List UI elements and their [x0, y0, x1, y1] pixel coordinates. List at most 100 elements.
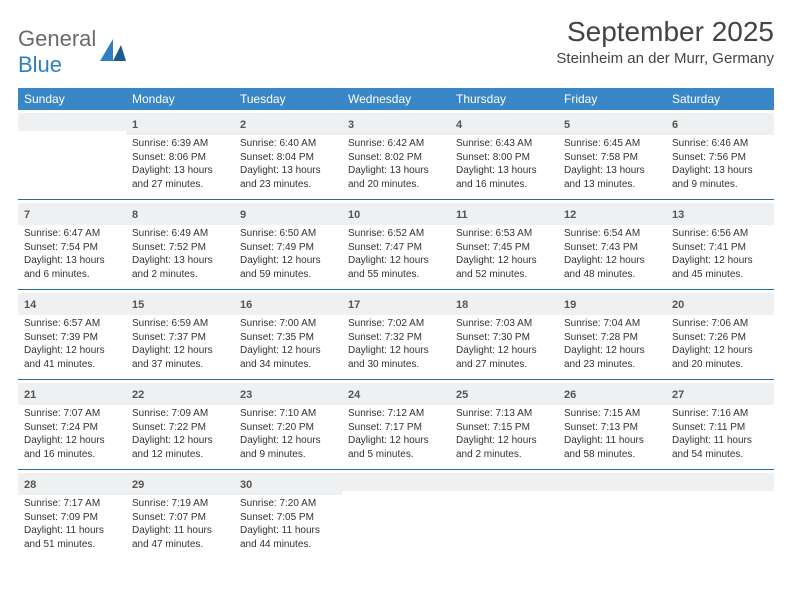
day-number: 2	[240, 119, 246, 131]
cell-details: Sunrise: 6:47 AMSunset: 7:54 PMDaylight:…	[24, 227, 120, 281]
day-number: 16	[240, 299, 252, 311]
cell-details: Sunrise: 6:45 AMSunset: 7:58 PMDaylight:…	[564, 137, 660, 191]
daylight-text: Daylight: 12 hours and 16 minutes.	[24, 434, 120, 461]
day-number: 19	[564, 299, 576, 311]
sunrise-text: Sunrise: 7:10 AM	[240, 407, 336, 421]
sunset-text: Sunset: 7:58 PM	[564, 151, 660, 165]
daylight-text: Daylight: 13 hours and 20 minutes.	[348, 164, 444, 191]
logo-text: General Blue	[18, 26, 96, 78]
calendar-cell: 18Sunrise: 7:03 AMSunset: 7:30 PMDayligh…	[450, 290, 558, 379]
cell-details: Sunrise: 7:17 AMSunset: 7:09 PMDaylight:…	[24, 497, 120, 551]
sunrise-text: Sunrise: 6:39 AM	[132, 137, 228, 151]
cell-details: Sunrise: 7:20 AMSunset: 7:05 PMDaylight:…	[240, 497, 336, 551]
daylight-text: Daylight: 11 hours and 44 minutes.	[240, 524, 336, 551]
calendar-cell: 15Sunrise: 6:59 AMSunset: 7:37 PMDayligh…	[126, 290, 234, 379]
day-number-row: 7	[18, 203, 126, 225]
title-block: September 2025 Steinheim an der Murr, Ge…	[556, 16, 774, 67]
sunset-text: Sunset: 7:47 PM	[348, 241, 444, 255]
day-number-row: 18	[450, 293, 558, 315]
sunrise-text: Sunrise: 7:17 AM	[24, 497, 120, 511]
sunset-text: Sunset: 8:06 PM	[132, 151, 228, 165]
day-number: 11	[456, 209, 468, 221]
day-number: 10	[348, 209, 360, 221]
sunset-text: Sunset: 7:32 PM	[348, 331, 444, 345]
calendar-cell	[342, 470, 450, 559]
cell-details: Sunrise: 6:50 AMSunset: 7:49 PMDaylight:…	[240, 227, 336, 281]
sunset-text: Sunset: 7:28 PM	[564, 331, 660, 345]
day-number: 26	[564, 389, 576, 401]
day-number-row: 10	[342, 203, 450, 225]
calendar-cell: 23Sunrise: 7:10 AMSunset: 7:20 PMDayligh…	[234, 380, 342, 469]
day-number: 30	[240, 479, 252, 491]
cell-details: Sunrise: 6:52 AMSunset: 7:47 PMDaylight:…	[348, 227, 444, 281]
day-header-wednesday: Wednesday	[342, 88, 450, 110]
day-number-row: 20	[666, 293, 774, 315]
calendar-cell: 28 Sunrise: 7:17 AMSunset: 7:09 PMDayligh…	[18, 470, 126, 559]
daylight-text: Daylight: 12 hours and 55 minutes.	[348, 254, 444, 281]
cell-details: Sunrise: 7:16 AMSunset: 7:11 PMDaylight:…	[672, 407, 768, 461]
calendar-cell: 6Sunrise: 6:46 AMSunset: 7:56 PMDaylight…	[666, 110, 774, 199]
sunrise-text: Sunrise: 6:57 AM	[24, 317, 120, 331]
cell-details: Sunrise: 7:09 AMSunset: 7:22 PMDaylight:…	[132, 407, 228, 461]
daylight-text: Daylight: 13 hours and 6 minutes.	[24, 254, 120, 281]
daylight-text: Daylight: 11 hours and 58 minutes.	[564, 434, 660, 461]
sunset-text: Sunset: 7:54 PM	[24, 241, 120, 255]
sunrise-text: Sunrise: 7:16 AM	[672, 407, 768, 421]
day-number: 20	[672, 299, 684, 311]
daylight-text: Daylight: 13 hours and 9 minutes.	[672, 164, 768, 191]
daylight-text: Daylight: 13 hours and 13 minutes.	[564, 164, 660, 191]
calendar-cell: 16Sunrise: 7:00 AMSunset: 7:35 PMDayligh…	[234, 290, 342, 379]
sunset-text: Sunset: 7:37 PM	[132, 331, 228, 345]
sunset-text: Sunset: 7:05 PM	[240, 511, 336, 525]
daylight-text: Daylight: 12 hours and 59 minutes.	[240, 254, 336, 281]
day-number-row: 29	[126, 473, 234, 495]
sunset-text: Sunset: 7:11 PM	[672, 421, 768, 435]
cell-details: Sunrise: 6:54 AMSunset: 7:43 PMDaylight:…	[564, 227, 660, 281]
day-number-row	[558, 473, 666, 491]
sunrise-text: Sunrise: 7:15 AM	[564, 407, 660, 421]
day-number: 9	[240, 209, 246, 221]
day-number: 3	[348, 119, 354, 131]
day-number-row	[666, 473, 774, 491]
sunrise-text: Sunrise: 7:06 AM	[672, 317, 768, 331]
day-number-row: 22	[126, 383, 234, 405]
sunrise-text: Sunrise: 7:12 AM	[348, 407, 444, 421]
calendar-cell: 2 Sunrise: 6:40 AMSunset: 8:04 PMDaylight…	[234, 110, 342, 199]
calendar-cell: 13Sunrise: 6:56 AMSunset: 7:41 PMDayligh…	[666, 200, 774, 289]
calendar-week: 28 Sunrise: 7:17 AMSunset: 7:09 PMDayligh…	[18, 469, 774, 559]
day-number-row	[342, 473, 450, 491]
day-number-row: 13	[666, 203, 774, 225]
cell-details: Sunrise: 6:49 AMSunset: 7:52 PMDaylight:…	[132, 227, 228, 281]
cell-details: Sunrise: 6:43 AMSunset: 8:00 PMDaylight:…	[456, 137, 552, 191]
day-number-row: 5	[558, 113, 666, 135]
day-number: 18	[456, 299, 468, 311]
sunset-text: Sunset: 7:24 PM	[24, 421, 120, 435]
cell-details: Sunrise: 6:40 AMSunset: 8:04 PMDaylight:…	[240, 137, 336, 191]
calendar: Sunday Monday Tuesday Wednesday Thursday…	[18, 88, 774, 559]
day-number: 5	[564, 119, 570, 131]
daylight-text: Daylight: 12 hours and 34 minutes.	[240, 344, 336, 371]
day-number-row: 23	[234, 383, 342, 405]
sunrise-text: Sunrise: 6:43 AM	[456, 137, 552, 151]
day-header-sunday: Sunday	[18, 88, 126, 110]
daylight-text: Daylight: 13 hours and 2 minutes.	[132, 254, 228, 281]
day-number-row: 2	[234, 113, 342, 135]
cell-details: Sunrise: 7:06 AMSunset: 7:26 PMDaylight:…	[672, 317, 768, 371]
daylight-text: Daylight: 12 hours and 45 minutes.	[672, 254, 768, 281]
daylight-text: Daylight: 12 hours and 41 minutes.	[24, 344, 120, 371]
calendar-week: 7Sunrise: 6:47 AMSunset: 7:54 PMDaylight…	[18, 199, 774, 289]
sunrise-text: Sunrise: 6:40 AM	[240, 137, 336, 151]
daylight-text: Daylight: 12 hours and 52 minutes.	[456, 254, 552, 281]
daylight-text: Daylight: 13 hours and 23 minutes.	[240, 164, 336, 191]
day-number: 28	[24, 479, 36, 491]
sunset-text: Sunset: 7:52 PM	[132, 241, 228, 255]
sunrise-text: Sunrise: 6:53 AM	[456, 227, 552, 241]
logo: General Blue	[18, 16, 126, 78]
calendar-cell: 14Sunrise: 6:57 AMSunset: 7:39 PMDayligh…	[18, 290, 126, 379]
sunset-text: Sunset: 7:15 PM	[456, 421, 552, 435]
day-number-row: 6	[666, 113, 774, 135]
cell-details: Sunrise: 7:04 AMSunset: 7:28 PMDaylight:…	[564, 317, 660, 371]
calendar-cell: 26Sunrise: 7:15 AMSunset: 7:13 PMDayligh…	[558, 380, 666, 469]
day-header-tuesday: Tuesday	[234, 88, 342, 110]
calendar-cell: 1Sunrise: 6:39 AMSunset: 8:06 PMDaylight…	[126, 110, 234, 199]
